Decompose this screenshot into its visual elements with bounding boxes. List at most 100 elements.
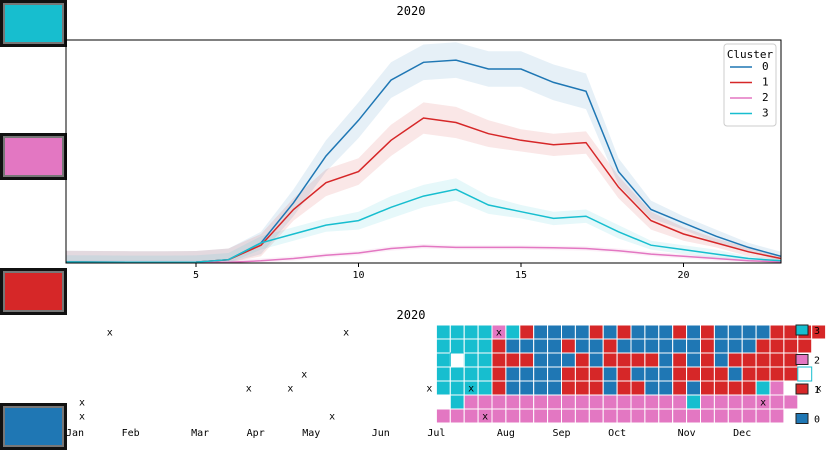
heatmap-cell (588, 408, 604, 424)
heatmap-cell (449, 338, 465, 354)
heatmap-cell (741, 324, 757, 340)
heatmap-cell (769, 380, 785, 396)
heatmap-cell (630, 352, 646, 368)
heatmap-cell (588, 394, 604, 410)
heatmap-cell (630, 324, 646, 340)
heatmap-cell (533, 394, 549, 410)
line-cluster-3 (65, 188, 782, 264)
heatmap-cell (658, 324, 674, 340)
heatmap-cell (588, 324, 604, 340)
heatmap-cell (477, 338, 493, 354)
month-label-feb: Feb (122, 428, 140, 439)
heatmap-cell (713, 352, 729, 368)
legend-label-1: 1 (762, 76, 769, 89)
heatmap-cell (616, 380, 632, 396)
heatmap-cell (630, 366, 646, 382)
heatmap-cell (769, 352, 785, 368)
heatmap-cell (561, 366, 576, 382)
heatmap-cell (616, 352, 632, 368)
month-label-dec: Dec (733, 428, 751, 439)
heatmap-cell (769, 408, 785, 424)
band-cluster-1 (66, 102, 781, 264)
x-tick-label-15: 15 (515, 270, 527, 281)
heatmap-cell-empty (797, 366, 813, 382)
heatmap-cell (727, 408, 743, 424)
month-label-sep: Sep (552, 428, 570, 439)
heatmap-cell (658, 408, 674, 424)
heatmap-cell (463, 324, 479, 340)
x-tick-label-20: 20 (677, 270, 689, 281)
heatmap-cell (686, 352, 701, 368)
heatmap-cell (700, 352, 715, 368)
heatmap-cell (741, 352, 757, 368)
heatmap-cell (561, 324, 576, 340)
heatmap-cell (616, 338, 632, 354)
heatmap-cell (616, 408, 632, 424)
heatmap-x-mark: x (468, 384, 474, 395)
heatmap-cell (727, 324, 743, 340)
heatmap-cell (741, 366, 757, 382)
heatmap-cell (630, 338, 646, 354)
heatmap-cell (463, 338, 479, 354)
heatmap-cell (644, 394, 660, 410)
heatmap-cells (435, 324, 827, 424)
heatmap-cell (713, 408, 729, 424)
heatmap-cell (769, 366, 785, 382)
heatmap-cell (727, 366, 743, 382)
heatmap-cell (533, 352, 549, 368)
heatmap-cell (588, 366, 604, 382)
heatmap-cell (797, 338, 813, 354)
heatmap-x-mark: x (79, 398, 85, 409)
heatmap-cell (533, 380, 549, 396)
legend-box (723, 43, 777, 127)
heatmap-cell (741, 394, 757, 410)
heatmap-cell (449, 394, 465, 410)
heatmap-x-mark: x (301, 370, 307, 381)
heatmap-cell (783, 394, 799, 410)
heatmap-cell (435, 324, 451, 340)
heatmap-cell (463, 394, 479, 410)
heatmap-cell (644, 366, 660, 382)
heatmap-cell (463, 366, 479, 382)
heatmap-cell (519, 366, 535, 382)
heatmap-cell (700, 380, 715, 396)
heatmap-legend: 3 2 1 0 (795, 324, 820, 426)
heatmap-cell (686, 338, 701, 354)
x-tick-label-10: 10 (352, 270, 364, 281)
heatmap-cell (672, 366, 688, 382)
heatmap-cell (727, 380, 743, 396)
heatmap-cell (561, 380, 576, 396)
x-tick-label-5: 5 (193, 270, 199, 281)
heatmap-cell (602, 380, 618, 396)
heatmap-legend-label-0: 0 (814, 415, 820, 426)
heatmap-cell (519, 352, 535, 368)
swatch-cluster-0 (5, 408, 62, 445)
heatmap-cell (435, 408, 451, 424)
heatmap-cell (547, 338, 562, 354)
heatmap-cell (547, 408, 562, 424)
heatmap-cell (435, 352, 451, 368)
heatmap-legend-label-3: 3 (814, 326, 820, 337)
heatmap-cell (491, 352, 507, 368)
heatmap-cell (727, 338, 743, 354)
heatmap-x-mark: x (107, 328, 113, 339)
month-label-mar: Mar (191, 428, 209, 439)
swatch-cluster-1 (5, 273, 62, 310)
heatmap-cell (727, 394, 743, 410)
month-label-may: May (302, 428, 320, 439)
heatmap-cell (505, 394, 521, 410)
heatmap-cell (602, 352, 618, 368)
heatmap-cell (755, 366, 771, 382)
heatmap-cell (658, 352, 674, 368)
heatmap-cell (644, 324, 660, 340)
heatmap-cell (616, 394, 632, 410)
heatmap-cell (713, 324, 729, 340)
heatmap-cell (672, 408, 688, 424)
heatmap-x-mark: x (496, 328, 502, 339)
heatmap-cell (686, 324, 701, 340)
heatmap-cell (491, 394, 507, 410)
heatmap-cell (574, 408, 590, 424)
heatmap-cell (519, 324, 535, 340)
heatmap-cell (602, 408, 618, 424)
